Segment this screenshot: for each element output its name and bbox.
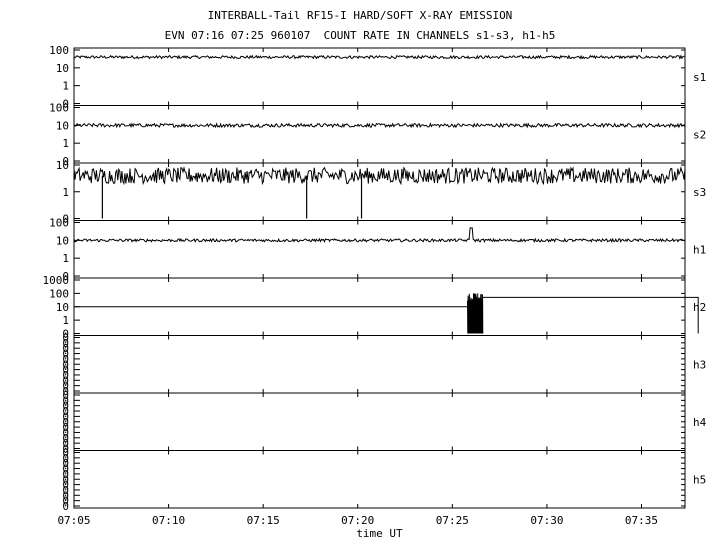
y-tick-label-h3: 0 — [62, 348, 69, 361]
chart-title: INTERBALL-Tail RF15-I HARD/SOFT X-RAY EM… — [207, 9, 513, 22]
y-tick-label-h5: 0 — [62, 447, 69, 460]
panel-frame-h3 — [73, 335, 686, 394]
chart-subtitle: EVN 07:16 07:25 960107 COUNT RATE IN CHA… — [164, 29, 556, 42]
channel-label-h4: h4 — [693, 416, 707, 429]
y-tick-label-h5: 0 — [62, 463, 69, 476]
y-tick-label-h2: 1000 — [43, 274, 70, 287]
y-tick-label-h3: 0 — [62, 342, 69, 355]
panel-frame-h1 — [73, 220, 686, 279]
y-tick-label-s3: 1 — [62, 186, 69, 199]
y-tick-label-h4: 0 — [62, 416, 69, 429]
y-tick-label-s3: 0 — [62, 213, 69, 226]
y-tick-label-h1: 100 — [49, 217, 69, 230]
channel-label-h1: h1 — [693, 243, 706, 256]
y-tick-label-h5: 0 — [62, 457, 69, 470]
y-tick-label-s1: 1 — [62, 80, 69, 93]
y-tick-label-h3: 0 — [62, 337, 69, 350]
y-tick-label-h5: 0 — [62, 500, 69, 513]
y-tick-label-h4: 0 — [62, 426, 69, 439]
series-line-h2 — [74, 293, 699, 334]
series-line-s1 — [73, 54, 686, 60]
y-tick-label-h3: 0 — [62, 374, 69, 387]
y-tick-label-h5: 0 — [62, 452, 69, 465]
y-tick-label-h2: 0 — [62, 328, 69, 341]
y-tick-label-s1: 100 — [49, 44, 69, 57]
y-tick-label-h5: 0 — [62, 495, 69, 508]
y-tick-label-h3: 0 — [62, 380, 69, 393]
y-tick-label-h3: 0 — [62, 364, 69, 377]
y-tick-label-h4: 0 — [62, 394, 69, 407]
x-tick-label: 07:10 — [152, 514, 185, 527]
x-tick-label: 07:25 — [436, 514, 469, 527]
y-tick-label-h5: 0 — [62, 468, 69, 481]
y-tick-label-h4: 0 — [62, 421, 69, 434]
x-tick-label: 07:05 — [57, 514, 90, 527]
y-tick-label-h2: 100 — [49, 287, 69, 300]
y-tick-label-h3: 0 — [62, 353, 69, 366]
series-line-s2 — [73, 122, 686, 129]
y-tick-label-s2: 10 — [56, 119, 69, 132]
x-tick-label: 07:20 — [341, 514, 374, 527]
x-axis-label: time UT — [356, 527, 403, 540]
y-tick-label-s1: 10 — [56, 62, 69, 75]
x-tick-label: 07:35 — [625, 514, 658, 527]
y-tick-label-h1: 0 — [62, 270, 69, 283]
y-tick-label-h5: 0 — [62, 484, 69, 497]
y-tick-label-h3: 0 — [62, 358, 69, 371]
y-tick-label-h3: 0 — [62, 369, 69, 382]
channel-label-s2: s2 — [693, 128, 706, 141]
y-tick-label-s3: 10 — [56, 159, 69, 172]
x-tick-label: 07:15 — [247, 514, 280, 527]
y-tick-label-h3: 0 — [62, 385, 69, 398]
y-tick-label-s1: 0 — [62, 98, 69, 111]
y-tick-label-h3: 0 — [62, 332, 69, 345]
y-tick-label-h2: 10 — [56, 301, 69, 314]
x-tick-label: 07:30 — [530, 514, 563, 527]
y-tick-label-h4: 0 — [62, 437, 69, 450]
channel-label-s1: s1 — [693, 71, 706, 84]
y-tick-label-h5: 0 — [62, 489, 69, 502]
channel-label-h5: h5 — [693, 473, 706, 486]
y-tick-label-h4: 0 — [62, 389, 69, 402]
y-tick-label-h4: 0 — [62, 432, 69, 445]
channel-label-h3: h3 — [693, 358, 706, 371]
y-tick-label-h4: 0 — [62, 410, 69, 423]
channel-label-s3: s3 — [693, 186, 706, 199]
y-tick-label-h4: 0 — [62, 443, 69, 456]
y-tick-label-h5: 0 — [62, 473, 69, 486]
y-tick-label-h1: 1 — [62, 252, 69, 265]
y-tick-label-h4: 0 — [62, 405, 69, 418]
y-tick-label-s2: 0 — [62, 155, 69, 168]
y-tick-label-s2: 1 — [62, 137, 69, 150]
series-line-s3 — [73, 166, 686, 186]
channel-label-h2: h2 — [693, 301, 706, 314]
y-tick-label-h2: 1 — [62, 314, 69, 327]
y-tick-label-h5: 0 — [62, 479, 69, 492]
y-tick-label-s2: 100 — [49, 102, 69, 115]
y-tick-label-h4: 0 — [62, 400, 69, 413]
panel-frame-s2 — [73, 105, 686, 164]
panel-frame-h5 — [73, 450, 686, 509]
y-tick-label-h1: 10 — [56, 234, 69, 247]
panel-frame-h4 — [73, 392, 686, 451]
series-line-h1 — [73, 227, 686, 244]
